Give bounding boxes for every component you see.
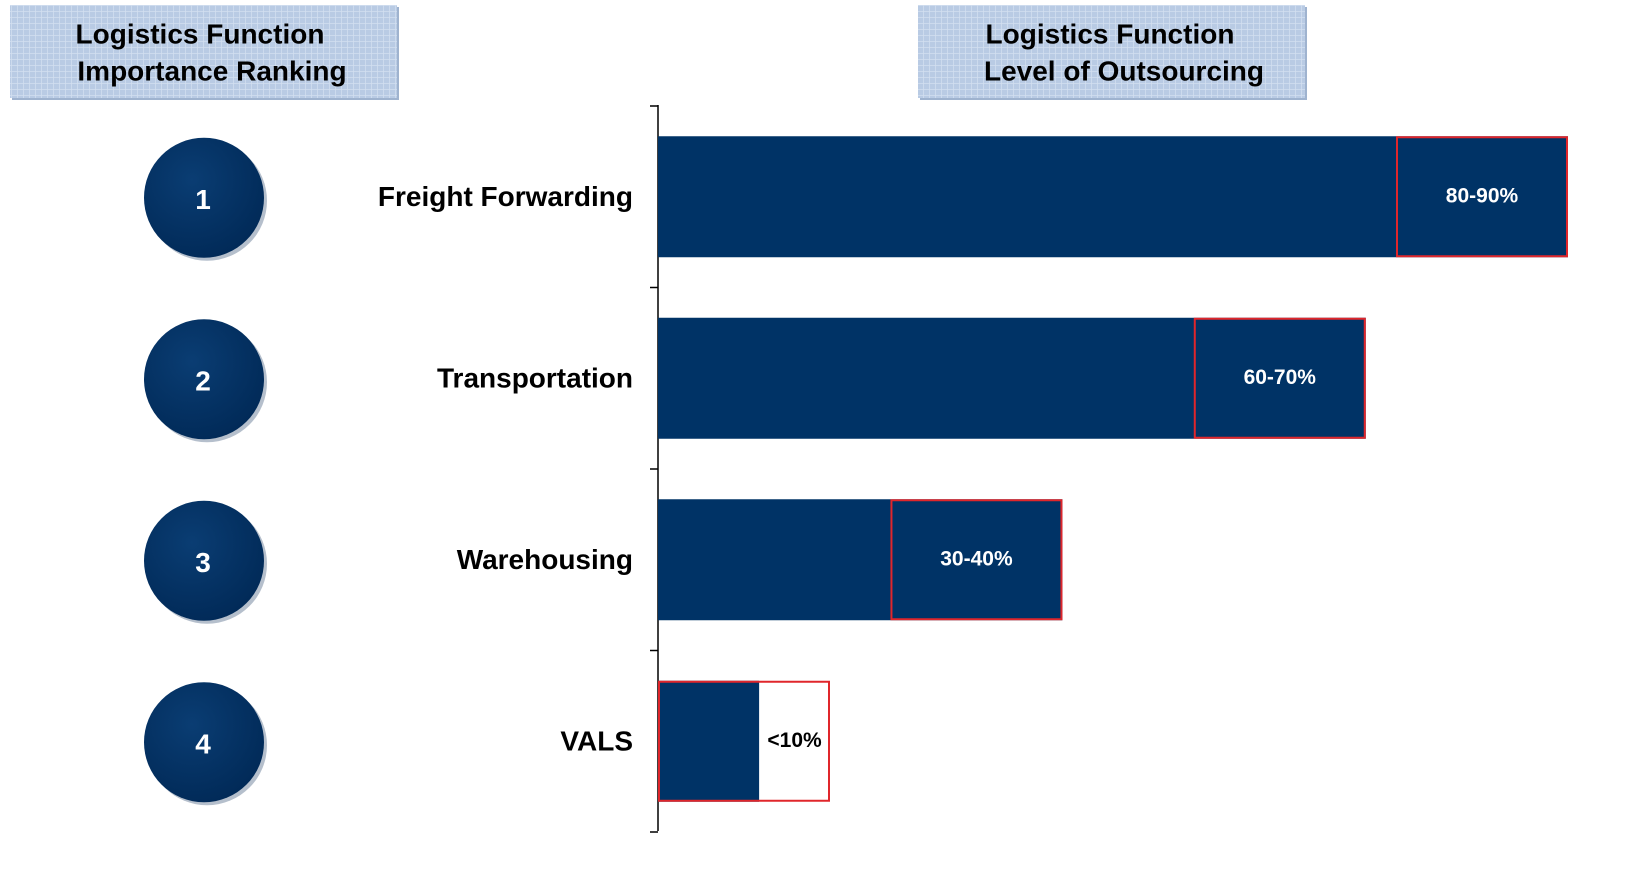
rank-header (10, 5, 397, 98)
bar (658, 680, 760, 802)
range-box (1396, 136, 1568, 258)
chart-header (918, 5, 1305, 98)
rank-circle (144, 319, 264, 440)
rank-number: 2 (195, 366, 211, 397)
value-label: 80-90% (1446, 184, 1519, 207)
bar (658, 136, 1568, 258)
rank-title: Importance Ranking (77, 55, 346, 86)
category-label: Transportation (437, 363, 633, 394)
category-label: VALS (560, 726, 633, 757)
category-label: Freight Forwarding (378, 181, 633, 212)
rank-number: 4 (195, 729, 211, 760)
bar (658, 317, 1366, 439)
rank-number: 3 (195, 547, 211, 578)
value-label: 60-70% (1244, 366, 1317, 389)
range-box (1193, 317, 1366, 439)
category-label: Warehousing (457, 544, 633, 575)
rank-circle (144, 682, 264, 803)
chart-title: Level of Outsourcing (984, 55, 1264, 86)
value-label: <10% (767, 729, 822, 752)
rank-circle (144, 500, 264, 621)
chart-title: Logistics Function (986, 18, 1235, 49)
value-label: 30-40% (940, 547, 1013, 570)
bar (658, 499, 1063, 621)
range-box (890, 499, 1063, 621)
range-box (658, 680, 830, 802)
rank-circle (144, 137, 264, 258)
rank-number: 1 (195, 184, 211, 215)
rank-title: Logistics Function (76, 18, 325, 49)
